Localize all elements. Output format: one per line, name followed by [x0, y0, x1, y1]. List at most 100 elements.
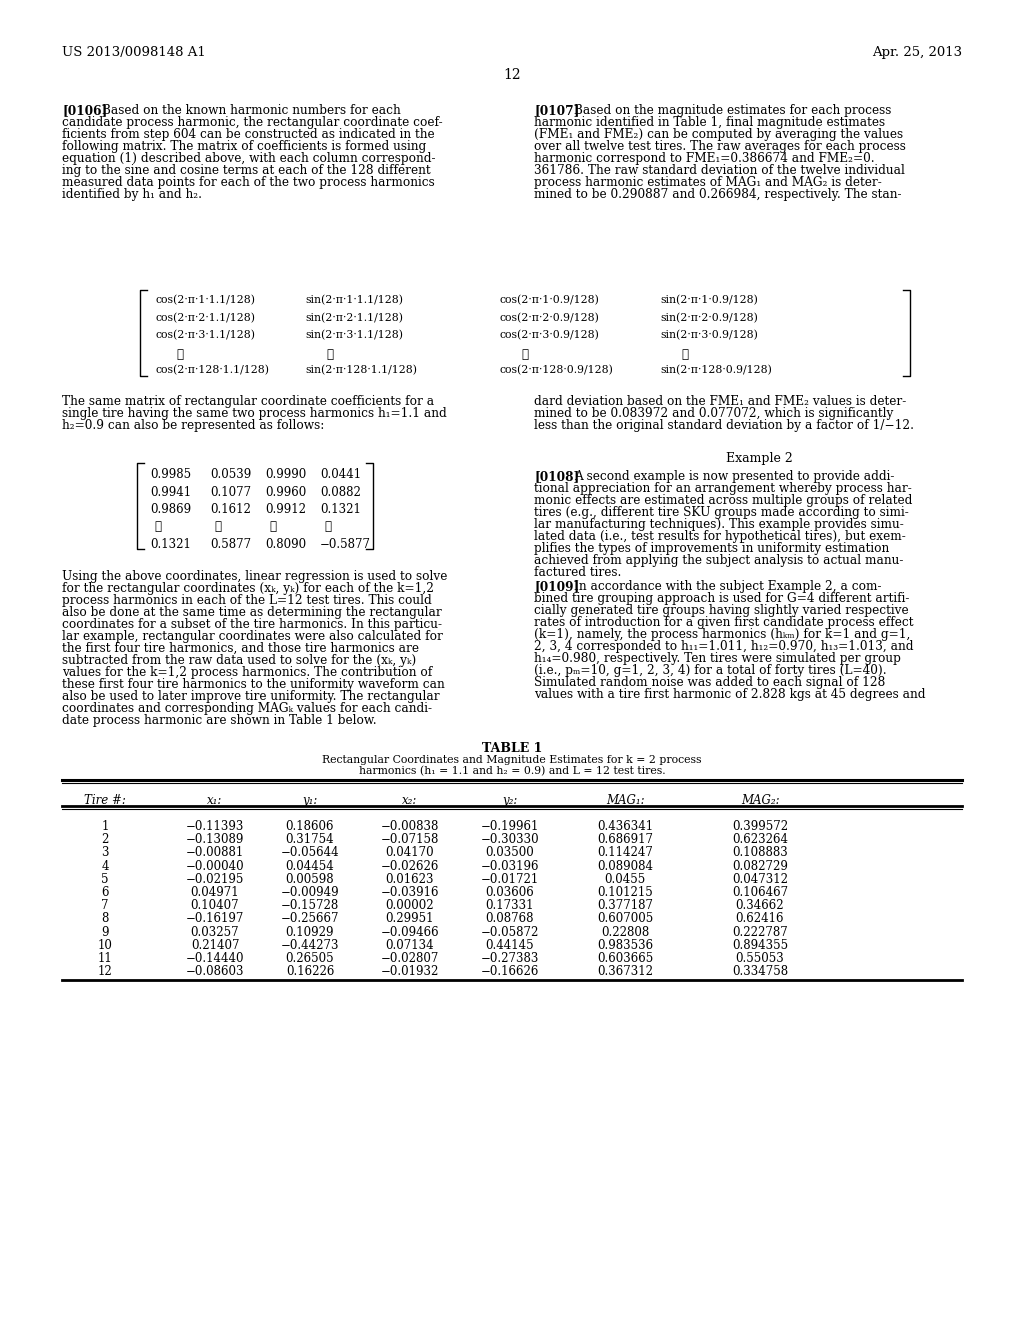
Text: mined to be 0.290887 and 0.266984, respectively. The stan-: mined to be 0.290887 and 0.266984, respe…: [534, 187, 901, 201]
Text: 0.1077: 0.1077: [210, 486, 251, 499]
Text: [0106]: [0106]: [62, 104, 108, 117]
Text: for the rectangular coordinates (xₖ, yₖ) for each of the k=1,2: for the rectangular coordinates (xₖ, yₖ)…: [62, 582, 434, 595]
Text: −0.00949: −0.00949: [281, 886, 339, 899]
Text: 6: 6: [101, 886, 109, 899]
Text: identified by h₁ and h₂.: identified by h₁ and h₂.: [62, 187, 202, 201]
Text: [0107]: [0107]: [534, 104, 580, 117]
Text: lar manufacturing techniques). This example provides simu-: lar manufacturing techniques). This exam…: [534, 517, 904, 531]
Text: Rectangular Coordinates and Magnitude Estimates for k = 2 process: Rectangular Coordinates and Magnitude Es…: [323, 755, 701, 766]
Text: 0.106467: 0.106467: [732, 886, 788, 899]
Text: 0.1612: 0.1612: [210, 503, 251, 516]
Text: values with a tire first harmonic of 2.828 kgs at 45 degrees and: values with a tire first harmonic of 2.8…: [534, 688, 926, 701]
Text: −0.15728: −0.15728: [281, 899, 339, 912]
Text: rates of introduction for a given first candidate process effect: rates of introduction for a given first …: [534, 616, 913, 630]
Text: −0.02626: −0.02626: [381, 859, 439, 873]
Text: ing to the sine and cosine terms at each of the 128 different: ing to the sine and cosine terms at each…: [62, 164, 431, 177]
Text: 4: 4: [101, 859, 109, 873]
Text: −0.25667: −0.25667: [281, 912, 339, 925]
Text: 0.089084: 0.089084: [597, 859, 653, 873]
Text: less than the original standard deviation by a factor of 1/−12.: less than the original standard deviatio…: [534, 418, 914, 432]
Text: 0.367312: 0.367312: [597, 965, 653, 978]
Text: −0.00040: −0.00040: [185, 859, 245, 873]
Text: harmonic identified in Table 1, final magnitude estimates: harmonic identified in Table 1, final ma…: [534, 116, 885, 129]
Text: sin(2·π·2·0.9/128): sin(2·π·2·0.9/128): [660, 313, 758, 323]
Text: 0.9912: 0.9912: [265, 503, 306, 516]
Text: 5: 5: [101, 873, 109, 886]
Text: 9: 9: [101, 925, 109, 939]
Text: 0.62416: 0.62416: [736, 912, 784, 925]
Text: 2: 2: [101, 833, 109, 846]
Text: 7: 7: [101, 899, 109, 912]
Text: 0.0539: 0.0539: [210, 469, 251, 480]
Text: US 2013/0098148 A1: US 2013/0098148 A1: [62, 46, 206, 59]
Text: −0.00881: −0.00881: [186, 846, 244, 859]
Text: 0.26505: 0.26505: [286, 952, 334, 965]
Text: also be done at the same time as determining the rectangular: also be done at the same time as determi…: [62, 606, 441, 619]
Text: A second example is now presented to provide addi-: A second example is now presented to pro…: [574, 470, 894, 483]
Text: process harmonic estimates of MAG₁ and MAG₂ is deter-: process harmonic estimates of MAG₁ and M…: [534, 176, 882, 189]
Text: ⋮: ⋮: [155, 520, 162, 533]
Text: 0.10929: 0.10929: [286, 925, 334, 939]
Text: x₂:: x₂:: [402, 795, 418, 807]
Text: 10: 10: [97, 939, 113, 952]
Text: The same matrix of rectangular coordinate coefficients for a: The same matrix of rectangular coordinat…: [62, 395, 434, 408]
Text: Tire #:: Tire #:: [84, 795, 126, 807]
Text: 3: 3: [101, 846, 109, 859]
Text: −0.08603: −0.08603: [185, 965, 245, 978]
Text: harmonic correspond to FME₁=0.386674 and FME₂=0.: harmonic correspond to FME₁=0.386674 and…: [534, 152, 874, 165]
Text: −0.11393: −0.11393: [185, 820, 244, 833]
Text: 0.082729: 0.082729: [732, 859, 787, 873]
Text: 0.03500: 0.03500: [485, 846, 535, 859]
Text: coordinates for a subset of the tire harmonics. In this particu-: coordinates for a subset of the tire har…: [62, 618, 442, 631]
Text: 0.9960: 0.9960: [265, 486, 306, 499]
Text: h₁₄=0.980, respectively. Ten tires were simulated per group: h₁₄=0.980, respectively. Ten tires were …: [534, 652, 901, 665]
Text: ⋮: ⋮: [325, 520, 332, 533]
Text: cos(2·π·1·1.1/128): cos(2·π·1·1.1/128): [155, 294, 255, 305]
Text: 0.00002: 0.00002: [386, 899, 434, 912]
Text: [0108]: [0108]: [534, 470, 580, 483]
Text: ficients from step 604 can be constructed as indicated in the: ficients from step 604 can be constructe…: [62, 128, 434, 141]
Text: −0.44273: −0.44273: [281, 939, 339, 952]
Text: plifies the types of improvements in uniformity estimation: plifies the types of improvements in uni…: [534, 543, 889, 554]
Text: cos(2·π·2·1.1/128): cos(2·π·2·1.1/128): [155, 313, 255, 323]
Text: cially generated tire groups having slightly varied respective: cially generated tire groups having slig…: [534, 605, 908, 616]
Text: 0.894355: 0.894355: [732, 939, 788, 952]
Text: (FME₁ and FME₂) can be computed by averaging the values: (FME₁ and FME₂) can be computed by avera…: [534, 128, 903, 141]
Text: x₁:: x₁:: [207, 795, 222, 807]
Text: tional appreciation for an arrangement whereby process har-: tional appreciation for an arrangement w…: [534, 482, 911, 495]
Text: following matrix. The matrix of coefficients is formed using: following matrix. The matrix of coeffici…: [62, 140, 426, 153]
Text: coordinates and corresponding MAGₖ values for each candi-: coordinates and corresponding MAGₖ value…: [62, 702, 432, 715]
Text: −0.03196: −0.03196: [480, 859, 540, 873]
Text: also be used to later improve tire uniformity. The rectangular: also be used to later improve tire unifo…: [62, 690, 439, 704]
Text: 0.334758: 0.334758: [732, 965, 788, 978]
Text: process harmonics in each of the L=12 test tires. This could: process harmonics in each of the L=12 te…: [62, 594, 432, 607]
Text: 0.8090: 0.8090: [265, 539, 306, 550]
Text: 2, 3, 4 corresponded to h₁₁=1.011, h₁₂=0.970, h₁₃=1.013, and: 2, 3, 4 corresponded to h₁₁=1.011, h₁₂=0…: [534, 640, 913, 653]
Text: 0.101215: 0.101215: [597, 886, 653, 899]
Text: sin(2·π·1·0.9/128): sin(2·π·1·0.9/128): [660, 294, 758, 305]
Text: −0.01932: −0.01932: [381, 965, 439, 978]
Text: 0.9941: 0.9941: [150, 486, 191, 499]
Text: −0.16626: −0.16626: [481, 965, 540, 978]
Text: measured data points for each of the two process harmonics: measured data points for each of the two…: [62, 176, 435, 189]
Text: Based on the known harmonic numbers for each: Based on the known harmonic numbers for …: [102, 104, 400, 117]
Text: 0.9990: 0.9990: [265, 469, 306, 480]
Text: −0.13089: −0.13089: [185, 833, 244, 846]
Text: 0.04170: 0.04170: [386, 846, 434, 859]
Text: sin(2·π·128·0.9/128): sin(2·π·128·0.9/128): [660, 366, 772, 375]
Text: −0.27383: −0.27383: [481, 952, 540, 965]
Text: monic effects are estimated across multiple groups of related: monic effects are estimated across multi…: [534, 494, 912, 507]
Text: (k=1), namely, the process harmonics (hₖₘ) for k=1 and g=1,: (k=1), namely, the process harmonics (hₖ…: [534, 628, 910, 642]
Text: cos(2·π·3·1.1/128): cos(2·π·3·1.1/128): [155, 330, 255, 341]
Text: cos(2·π·3·0.9/128): cos(2·π·3·0.9/128): [500, 330, 600, 341]
Text: 0.29951: 0.29951: [386, 912, 434, 925]
Text: 0.00598: 0.00598: [286, 873, 334, 886]
Text: 11: 11: [97, 952, 113, 965]
Text: ⋮: ⋮: [269, 520, 276, 533]
Text: lar example, rectangular coordinates were also calculated for: lar example, rectangular coordinates wer…: [62, 630, 442, 643]
Text: achieved from applying the subject analysis to actual manu-: achieved from applying the subject analy…: [534, 554, 903, 568]
Text: cos(2·π·128·0.9/128): cos(2·π·128·0.9/128): [500, 366, 613, 375]
Text: 0.399572: 0.399572: [732, 820, 788, 833]
Text: values for the k=1,2 process harmonics. The contribution of: values for the k=1,2 process harmonics. …: [62, 667, 432, 678]
Text: y₂:: y₂:: [503, 795, 518, 807]
